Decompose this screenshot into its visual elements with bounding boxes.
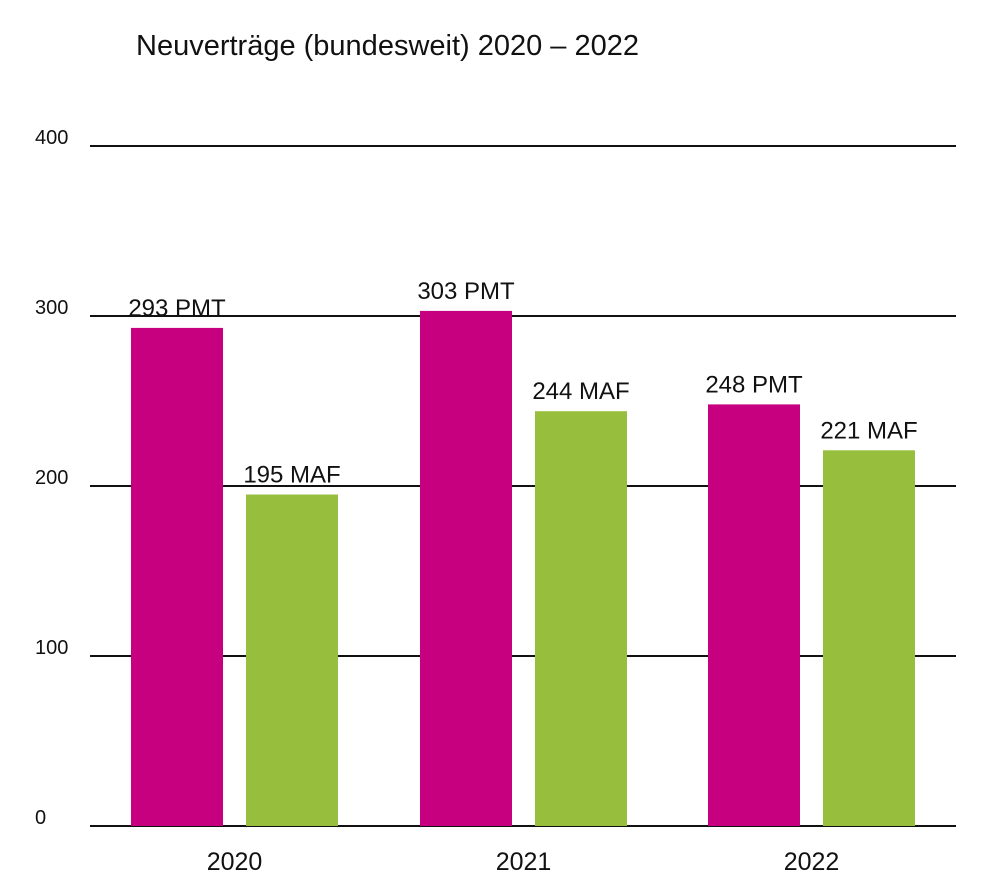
data-label: 195 MAF — [243, 462, 340, 489]
data-label: 248 PMT — [705, 371, 803, 398]
bar-maf-2022 — [823, 450, 915, 826]
y-tick-label: 400 — [35, 127, 68, 149]
bar-maf-2020 — [246, 494, 338, 826]
category-labels: 2020 2021 2022 — [207, 848, 840, 876]
bars — [131, 310, 915, 826]
y-tick-label: 100 — [35, 637, 68, 659]
bar-pmt-2022 — [708, 404, 800, 826]
category-label: 2021 — [496, 848, 552, 876]
data-label: 303 PMT — [417, 278, 515, 305]
chart-title: Neuverträge (bundesweit) 2020 – 2022 — [136, 30, 639, 62]
gridlines — [90, 145, 956, 827]
y-tick-label: 0 — [35, 807, 46, 829]
data-label: 244 MAF — [532, 378, 629, 405]
y-tick-label: 200 — [35, 467, 68, 489]
data-label: 221 MAF — [820, 417, 917, 444]
y-tick-label: 300 — [35, 297, 68, 319]
bar-maf-2021 — [535, 411, 627, 826]
data-labels: 293 PMT 303 PMT 248 PMT 195 MAF 244 MAF 221 M… — [128, 278, 917, 489]
y-tick-labels: 0 100 200 300 400 — [35, 127, 68, 829]
data-label: 293 PMT — [128, 295, 226, 322]
bar-pmt-2021 — [420, 310, 512, 826]
category-label: 2020 — [207, 848, 263, 876]
bar-pmt-2020 — [131, 327, 223, 826]
category-label: 2022 — [784, 848, 840, 876]
